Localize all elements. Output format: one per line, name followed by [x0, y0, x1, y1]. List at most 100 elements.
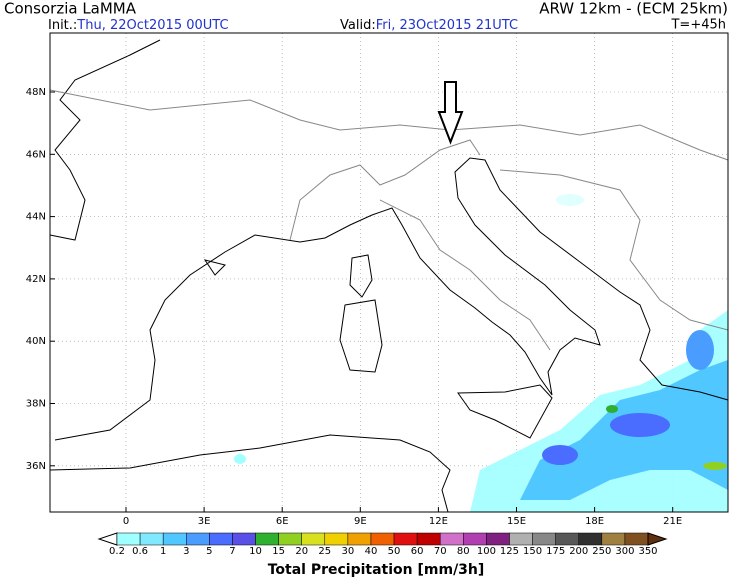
coastline [49, 39, 161, 241]
legend-label: 0.6 [132, 546, 148, 557]
legend-swatch [162, 532, 187, 546]
lat-label: 46N [26, 149, 46, 160]
legend-label: 175 [546, 546, 565, 557]
legend-swatch [393, 532, 418, 546]
legend-title: Total Precipitation [mm/3h] [268, 562, 485, 578]
legend-label: 15 [272, 546, 285, 557]
lat-label: 44N [26, 212, 46, 223]
init-label: Init.: [48, 18, 77, 33]
coastline [49, 434, 451, 513]
legend-swatch [324, 532, 349, 546]
lon-label: 0 [123, 516, 129, 527]
precipitation [234, 194, 728, 512]
axes: 48N 46N 44N 42N 40N 38N 36N 0 3E 6E 9E 12E 15E 18E 21E [26, 87, 682, 527]
forecast-time: T=+45h [670, 18, 726, 33]
legend-swatch [347, 532, 372, 546]
legend-label: 40 [365, 546, 378, 557]
legend-label: 70 [434, 546, 447, 557]
arrow [437, 81, 464, 145]
lon-label: 21E [663, 516, 682, 527]
legend-arrow-low [97, 532, 118, 546]
legend-label: 5 [206, 546, 212, 557]
legend-swatch [209, 532, 233, 546]
legend-label: 1 [160, 546, 166, 557]
legend-swatch [624, 532, 649, 546]
legend-swatch [139, 532, 164, 546]
coastline [203, 259, 226, 276]
coastlines [49, 39, 729, 513]
legend-swatch [416, 532, 441, 546]
legend-swatch [463, 532, 487, 546]
legend-swatch [486, 532, 510, 546]
legend-label: 250 [592, 546, 611, 557]
right-title: ARW 12km - (ECM 25km) [539, 0, 728, 18]
lon-label: 3E [198, 516, 211, 527]
legend-swatch [255, 532, 279, 546]
borders [49, 89, 729, 351]
lat-label: 38N [26, 399, 46, 410]
precip-area [610, 413, 670, 437]
legend-swatch [278, 532, 302, 546]
legend-swatch [232, 532, 256, 546]
lon-label: 18E [585, 516, 604, 527]
legend-swatch [509, 532, 533, 546]
graticule [50, 33, 728, 512]
map: 48N 46N 44N 42N 40N 38N 36N 0 3E 6E 9E 12E 15E 18E 21E [26, 32, 729, 527]
precip-area [234, 454, 246, 464]
lon-label: 6E [276, 516, 289, 527]
legend-label: 125 [500, 546, 519, 557]
legend-swatch [532, 532, 556, 546]
lat-label: 48N [26, 87, 46, 98]
precip-area [542, 445, 578, 465]
precip-area [556, 194, 584, 206]
legend-label: 0.2 [109, 546, 125, 557]
legend-swatch [439, 532, 464, 546]
lon-label: 12E [429, 516, 448, 527]
legend-swatch [601, 532, 626, 546]
coastline [457, 384, 553, 439]
legend-label: 7 [229, 546, 235, 557]
legend-label: 60 [411, 546, 424, 557]
valid: Valid:Fri, 23Oct2015 21UTC [340, 18, 518, 33]
legend-label: 20 [295, 546, 308, 557]
init-value: Thu, 22Oct2015 00UTC [76, 18, 228, 33]
border [289, 139, 481, 241]
coastline [339, 299, 383, 373]
legend-swatch [116, 532, 141, 546]
legend-label: 10 [249, 546, 262, 557]
border [379, 199, 551, 351]
legend-swatch [370, 532, 395, 546]
precip-area [606, 405, 618, 413]
init: Init.:Thu, 22Oct2015 00UTC [48, 18, 229, 33]
legend-label: 30 [342, 546, 355, 557]
legend-swatch [578, 532, 603, 546]
lat-label: 40N [26, 336, 46, 347]
coastline [54, 157, 729, 441]
legend-arrow-high [647, 532, 668, 546]
lat-label: 42N [26, 274, 46, 285]
left-title: Consorzia LaMMA [4, 0, 137, 18]
map-frame [49, 32, 729, 513]
precip-area [686, 330, 714, 370]
legend-label: 3 [183, 546, 189, 557]
legend-label: 300 [615, 546, 634, 557]
lat-label: 36N [26, 461, 46, 472]
legend: Total Precipitation [mm/3h] 0.2 0.6 1 3 5 7 10… [97, 532, 668, 578]
lon-label: 9E [354, 516, 367, 527]
legend-swatch [186, 532, 210, 546]
legend-label: 100 [477, 546, 496, 557]
lon-label: 15E [507, 516, 526, 527]
legend-label: 150 [523, 546, 542, 557]
border [49, 89, 729, 161]
valid-value: Fri, 23Oct2015 21UTC [376, 18, 518, 33]
legend-label: 80 [457, 546, 470, 557]
legend-swatch [301, 532, 326, 546]
coastline [349, 254, 373, 298]
legend-label: 25 [318, 546, 331, 557]
border [499, 169, 729, 331]
legend-label: 200 [569, 546, 588, 557]
legend-label: 350 [638, 546, 657, 557]
precip-area [703, 462, 727, 470]
legend-swatch [555, 532, 579, 546]
